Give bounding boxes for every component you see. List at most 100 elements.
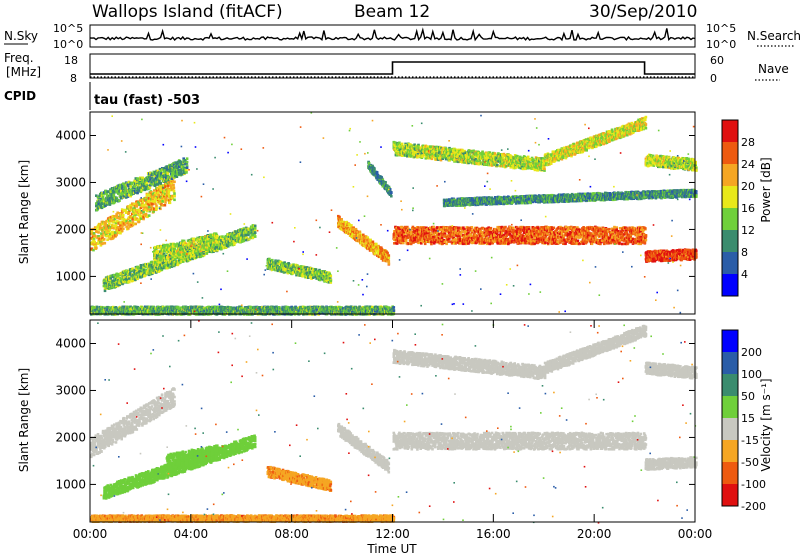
heatmap-cell [102,196,105,199]
date-label: 30/Sep/2010 [589,2,697,22]
heatmap-cell [350,224,353,227]
heatmap-cell [100,232,103,235]
heatmap-cell [490,231,493,234]
nave-right-tick-top: 60 [710,54,724,67]
heatmap-cell [410,243,413,246]
heatmap-cell [254,231,257,234]
heatmap-cell [189,252,192,255]
heatmap-cell [95,247,98,250]
cpid-panel: CPID tau (fast) -503 [4,82,200,110]
heatmap-cell [164,201,167,204]
heatmap-cell [423,226,426,229]
heatmap-cell [376,171,379,174]
heatmap-cell [216,246,219,249]
heatmap-cell [490,227,493,230]
heatmap-cell [340,218,343,221]
heatmap-cell [369,239,372,242]
heatmap-cell [186,157,189,160]
heatmap-cell [103,238,106,241]
heatmap-cell [163,250,166,253]
figure-title: Wallops Island (fitACF) [92,2,283,22]
heatmap-cell [118,199,121,202]
heatmap-cell [138,220,141,223]
heatmap-cell [221,235,224,238]
heatmap-cell [216,235,219,238]
heatmap-cell [186,161,189,164]
heatmap-cell [388,257,391,260]
heatmap-cell [173,199,176,202]
freq-label-line2: [MHz] [6,65,41,79]
noise-search-label: N.Search [747,29,800,43]
heatmap-cell [172,184,175,187]
heatmap-cell [254,227,257,230]
heatmap-cell [173,187,176,190]
beam-label: Beam 12 [354,2,430,22]
heatmap-cell [471,226,474,229]
nave-label: Nave [758,62,789,76]
heatmap-cell [168,191,171,194]
heatmap-cell [104,242,107,245]
heatmap-cell [252,237,255,240]
heatmap-cell [93,232,96,235]
cpid-label: CPID [4,89,36,103]
heatmap-cell [128,280,131,283]
heatmap-cell [164,204,167,207]
heatmap-cell [229,242,232,245]
heatmap-cell [186,166,189,169]
heatmap-cell [108,223,111,226]
heatmap-cell [138,203,141,206]
heatmap-cell [390,191,393,194]
noise-sky-series [90,28,695,40]
heatmap-cell [254,235,257,238]
heatmap-cell [424,243,427,246]
heatmap-cell [359,231,362,234]
heatmap-cell [448,240,451,243]
heatmap-cell [159,182,162,185]
heatmap-cell [97,242,100,245]
heatmap-cell [414,239,417,242]
nave-right-tick-bottom: 0 [710,72,717,85]
heatmap-cell [93,235,96,238]
heatmap-cell [404,226,407,229]
heatmap-cell [216,241,219,244]
heatmap-cell [216,244,219,247]
freq-panel: Freq. [MHz] 18 8 60 0 Nave [4,51,789,85]
heatmap-cell [372,241,375,244]
noise-sky-label: N.Sky [4,29,38,43]
freq-label-line1: Freq. [4,51,34,65]
heatmap-cell [271,259,274,262]
heatmap-cell [441,236,444,239]
freq-left-tick-bottom: 8 [70,72,77,85]
noise-right-tick-top: 10^5 [706,22,736,35]
heatmap-cell [212,246,215,249]
heatmap-cell [97,231,100,234]
heatmap-cell [169,202,172,205]
heatmap-cell [173,190,176,193]
heatmap-cell [140,267,143,270]
heatmap-cell [134,223,137,226]
heatmap-cell [338,216,341,219]
cpid-text: tau (fast) -503 [94,93,200,108]
heatmap-cell [148,214,151,217]
heatmap-cell [109,229,112,232]
noise-left-tick-top: 10^5 [53,22,83,35]
heatmap-cell [155,204,158,207]
heatmap-cell [140,264,143,267]
heatmap-cell [386,252,389,255]
heatmap-cell [149,186,152,189]
heatmap-cell [254,225,257,228]
heatmap-cell [388,254,391,257]
heatmap-cell [388,262,391,265]
heatmap-cell [384,181,387,184]
heatmap-cell [116,212,119,215]
power-heatmap [90,112,698,316]
noise-panel: N.Sky 10^5 10^0 10^5 10^0 N.Search [4,22,800,51]
heatmap-cell [402,242,405,245]
heatmap-cell [390,195,393,198]
heatmap-cell [367,236,370,239]
heatmap-cell [92,249,95,252]
heatmap-cell [432,226,435,229]
heatmap-cell [330,275,333,278]
